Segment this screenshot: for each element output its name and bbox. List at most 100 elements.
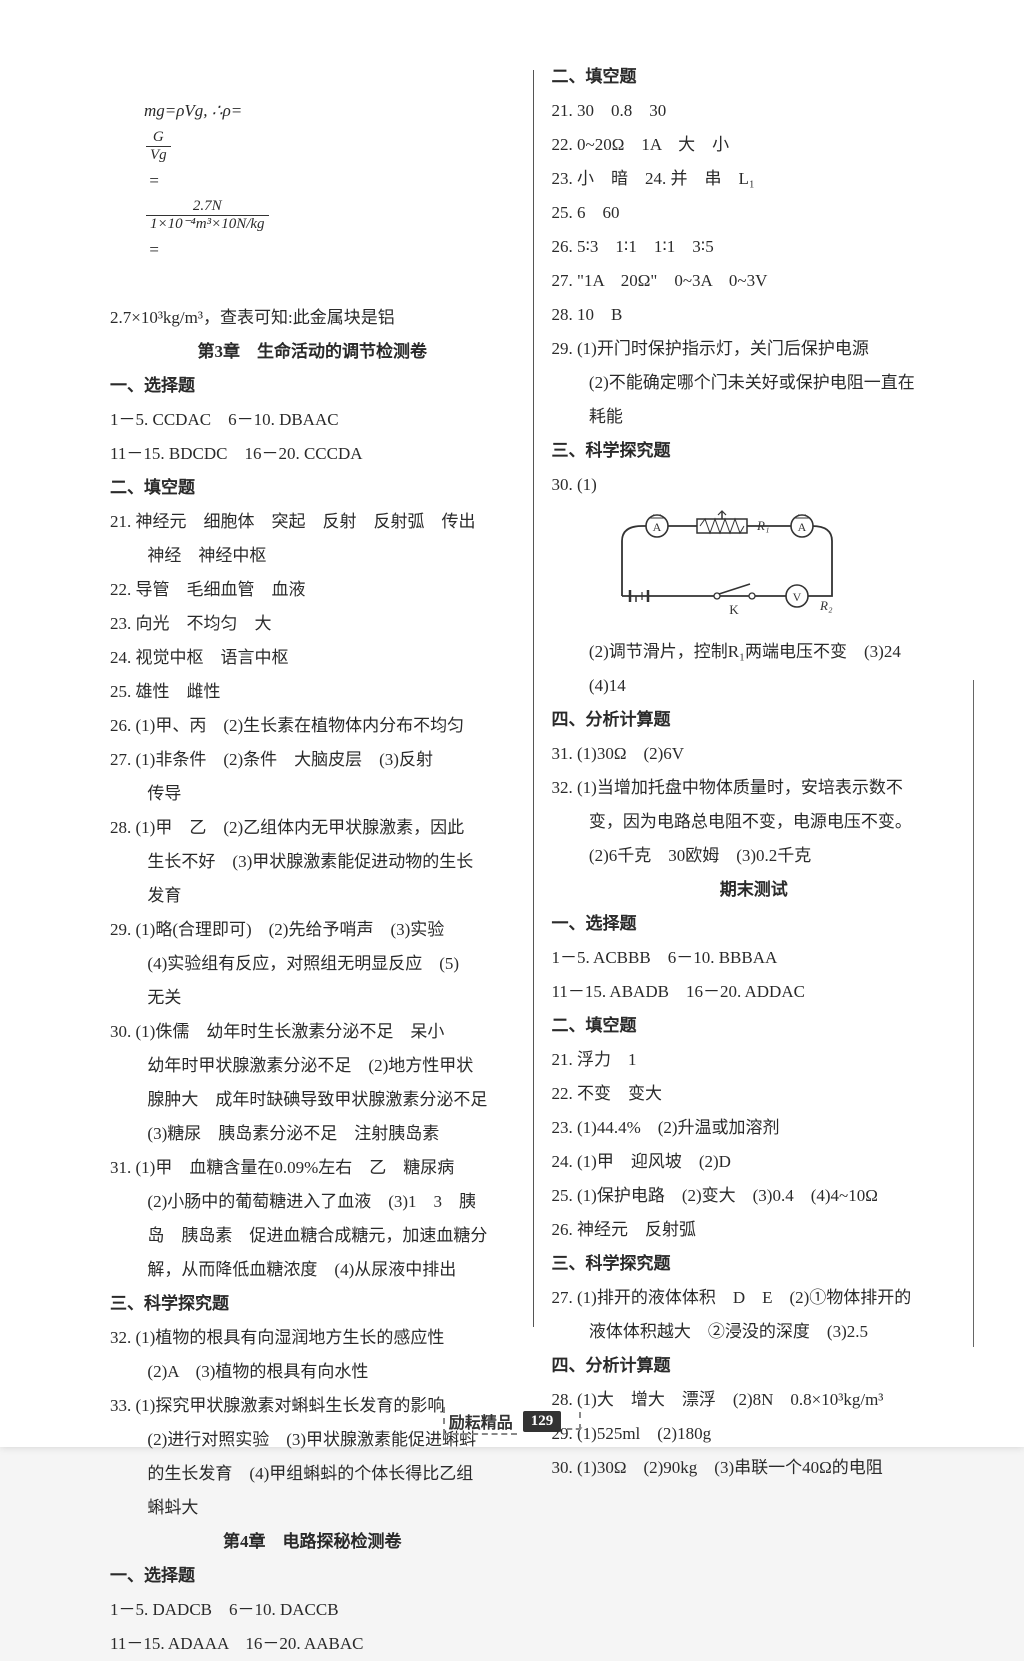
- q29: 29. (1)略(合理即可) (2)先给予哨声 (3)实验: [110, 913, 515, 947]
- r30-after: (2)调节滑片，控制R₁两端电压不变 (3)24: [552, 635, 957, 669]
- r22: 22. 0~20Ω 1A 大 小: [552, 128, 957, 162]
- section3-title: 三、科学探究题: [110, 1287, 515, 1321]
- page: mg=ρVg, ∴ρ= G Vg = 2.7N 1×10⁻⁴m³×10N/kg …: [0, 0, 1024, 1447]
- f27: 27. (1)排开的液体体积 D E (2)①物体排开的: [552, 1281, 957, 1315]
- circuit-diagram: A R₁ A: [602, 506, 862, 626]
- f22: 22. 不变 变大: [552, 1077, 957, 1111]
- r23: 23. 小 暗 24. 并 串 L₁: [552, 162, 957, 196]
- footer-right-bracket: [567, 1412, 581, 1430]
- q28: 28. (1)甲 乙 (2)乙组体内无甲状腺激素，因此: [110, 811, 515, 845]
- r-s2-title: 二、填空题: [552, 60, 957, 94]
- k-label: K: [729, 602, 739, 617]
- q23: 23. 向光 不均匀 大: [110, 607, 515, 641]
- svg-text:V: V: [792, 590, 801, 604]
- footer-label: 励耘精品: [443, 1407, 517, 1435]
- r28: 28. 10 B: [552, 298, 957, 332]
- q21b: 神经 神经中枢: [110, 539, 515, 573]
- chapter3-title: 第3章 生命活动的调节检测卷: [110, 335, 515, 369]
- f21: 21. 浮力 1: [552, 1043, 957, 1077]
- r29b: (2)不能确定哪个门未关好或保护电阻一直在: [552, 366, 957, 400]
- q30c: 腺肿大 成年时缺碘导致甲状腺激素分泌不足: [110, 1083, 515, 1117]
- q31b: (2)小肠中的葡萄糖进入了血液 (3)1 3 胰: [110, 1185, 515, 1219]
- f24: 24. (1)甲 迎风坡 (2)D: [552, 1145, 957, 1179]
- r-s4-title: 四、分析计算题: [552, 703, 957, 737]
- frac2-den: 1×10⁻⁴m³×10N/kg: [146, 216, 269, 233]
- f-s1-l2: 11－15. ABADB 16－20. ADDAC: [552, 975, 957, 1009]
- q29b: (4)实验组有反应，对照组无明显反应 (5): [110, 947, 515, 981]
- frac1-num: G: [146, 129, 171, 147]
- two-column-layout: mg=ρVg, ∴ρ= G Vg = 2.7N 1×10⁻⁴m³×10N/kg …: [50, 60, 974, 1407]
- q31: 31. (1)甲 血糖含量在0.09%左右 乙 糖尿病: [110, 1151, 515, 1185]
- q33c: 的生长发育 (4)甲组蝌蚪的个体长得比乙组: [110, 1457, 515, 1491]
- q21: 21. 神经元 细胞体 突起 反射 反射弧 传出: [110, 505, 515, 539]
- f25: 25. (1)保护电路 (2)变大 (3)0.4 (4)4~10Ω: [552, 1179, 957, 1213]
- r32c: (2)6千克 30欧姆 (3)0.2千克: [552, 839, 957, 873]
- section1-title: 一、选择题: [110, 369, 515, 403]
- section4-title: 一、选择题: [110, 1559, 515, 1593]
- r31: 31. (1)30Ω (2)6V: [552, 737, 957, 771]
- r26: 26. 5∶3 1∶1 1∶1 3∶5: [552, 230, 957, 264]
- q29c: 无关: [110, 981, 515, 1015]
- eq-line-2: 2.7×10³kg/m³，查表可知:此金属块是铝: [110, 301, 515, 335]
- f-s2-title: 二、填空题: [552, 1009, 957, 1043]
- page-footer: 励耘精品 129: [0, 1407, 1024, 1435]
- chapter4-title: 第4章 电路探秘检测卷: [110, 1525, 515, 1559]
- r29: 29. (1)开门时保护指示灯，关门后保护电源: [552, 332, 957, 366]
- f-s4-title: 四、分析计算题: [552, 1349, 957, 1383]
- f30: 30. (1)30Ω (2)90kg (3)串联一个40Ω的电阻: [552, 1451, 957, 1485]
- r21: 21. 30 0.8 30: [552, 94, 957, 128]
- frac2-num: 2.7N: [146, 198, 269, 216]
- eq-suffix: =: [144, 240, 160, 259]
- q27b: 传导: [110, 777, 515, 811]
- r32b: 变，因为电路总电阻不变，电源电压不变。: [552, 805, 957, 839]
- q26: 26. (1)甲、丙 (2)生长素在植物体内分布不均匀: [110, 709, 515, 743]
- frac1-den: Vg: [146, 147, 171, 164]
- r30: 30. (1): [552, 468, 957, 502]
- f26: 26. 神经元 反射弧: [552, 1213, 957, 1247]
- svg-text:A: A: [797, 520, 806, 534]
- q24: 24. 视觉中枢 语言中枢: [110, 641, 515, 675]
- r-s3-title: 三、科学探究题: [552, 434, 957, 468]
- s1-l2: 11－15. BDCDC 16－20. CCCDA: [110, 437, 515, 471]
- q27: 27. (1)非条件 (2)条件 大脑皮层 (3)反射: [110, 743, 515, 777]
- q25: 25. 雄性 雌性: [110, 675, 515, 709]
- f-s1-title: 一、选择题: [552, 907, 957, 941]
- eq-prefix: mg=ρVg, ∴ρ=: [144, 101, 242, 120]
- r25: 25. 6 60: [552, 196, 957, 230]
- section2-title: 二、填空题: [110, 471, 515, 505]
- f27b: 液体体积越大 ②浸没的深度 (3)2.5: [552, 1315, 957, 1349]
- q30d: (3)糖尿 胰岛素分泌不足 注射胰岛素: [110, 1117, 515, 1151]
- q30: 30. (1)侏儒 幼年时生长激素分泌不足 呆小: [110, 1015, 515, 1049]
- left-column: mg=ρVg, ∴ρ= G Vg = 2.7N 1×10⁻⁴m³×10N/kg …: [50, 60, 533, 1407]
- svg-text:A: A: [652, 520, 661, 534]
- r27: 27. "1A 20Ω" 0~3A 0~3V: [552, 264, 957, 298]
- f23: 23. (1)44.4% (2)升温或加溶剂: [552, 1111, 957, 1145]
- fraction-2: 2.7N 1×10⁻⁴m³×10N/kg: [146, 198, 269, 233]
- q32: 32. (1)植物的根具有向湿润地方生长的感应性: [110, 1321, 515, 1355]
- r29c: 耗能: [552, 400, 957, 434]
- s4-l2: 11－15. ADAAA 16－20. AABAC: [110, 1627, 515, 1661]
- q22: 22. 导管 毛细血管 血液: [110, 573, 515, 607]
- f-s3-title: 三、科学探究题: [552, 1247, 957, 1281]
- q33d: 蝌蚪大: [110, 1491, 515, 1525]
- q31c: 岛 胰岛素 促进血糖合成糖元，加速血糖分: [110, 1219, 515, 1253]
- final-exam-title: 期末测试: [552, 873, 957, 907]
- footer-page-number: 129: [523, 1411, 562, 1432]
- q28c: 发育: [110, 879, 515, 913]
- s4-l1: 1－5. DADCB 6－10. DACCB: [110, 1593, 515, 1627]
- r30-after2: (4)14: [552, 669, 957, 703]
- q30b: 幼年时甲状腺激素分泌不足 (2)地方性甲状: [110, 1049, 515, 1083]
- r2-label: R₂: [819, 598, 833, 613]
- right-edge-line: [973, 680, 974, 1347]
- fraction-1: G Vg: [146, 129, 171, 164]
- eq-mid: =: [144, 171, 164, 190]
- s1-l1: 1－5. CCDAC 6－10. DBAAC: [110, 403, 515, 437]
- q31d: 解，从而降低血糖浓度 (4)从尿液中排出: [110, 1253, 515, 1287]
- f-s1-l1: 1－5. ACBBB 6－10. BBBAA: [552, 941, 957, 975]
- r1-label: R₁: [756, 518, 769, 533]
- q28b: 生长不好 (3)甲状腺激素能促进动物的生长: [110, 845, 515, 879]
- r32: 32. (1)当增加托盘中物体质量时，安培表示数不: [552, 771, 957, 805]
- equation-line-1: mg=ρVg, ∴ρ= G Vg = 2.7N 1×10⁻⁴m³×10N/kg …: [110, 60, 515, 301]
- q32b: (2)A (3)植物的根具有向水性: [110, 1355, 515, 1389]
- right-column: 二、填空题 21. 30 0.8 30 22. 0~20Ω 1A 大 小 23.…: [534, 60, 975, 1407]
